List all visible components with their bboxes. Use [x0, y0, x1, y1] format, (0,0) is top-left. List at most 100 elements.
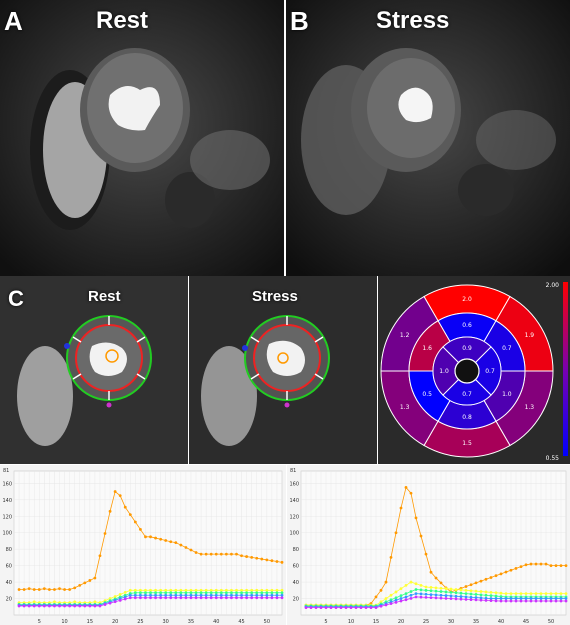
series-point — [22, 604, 26, 608]
series-point — [250, 588, 254, 592]
series-point — [214, 596, 218, 600]
series-point — [469, 595, 473, 599]
series-point — [184, 593, 188, 597]
series-point — [494, 599, 498, 603]
series-point — [270, 593, 274, 597]
series-point — [169, 588, 173, 592]
series-point — [73, 586, 77, 590]
series-point — [255, 591, 259, 595]
series-point — [204, 596, 208, 600]
series-point — [424, 592, 428, 596]
series-point — [139, 528, 142, 531]
series-point — [265, 558, 269, 562]
series-point — [189, 591, 193, 595]
series-point — [384, 603, 388, 607]
x-tick-label: 35 — [473, 619, 479, 625]
y-tick-label: 80 — [6, 547, 12, 553]
series-point — [429, 586, 433, 589]
series-point — [449, 590, 453, 594]
series-point — [133, 596, 137, 600]
series-point — [344, 606, 348, 609]
series-point — [133, 591, 137, 595]
series-point — [539, 599, 543, 603]
bullseye-inner-segment-label: 1.0 — [439, 368, 449, 375]
series-point — [113, 490, 117, 493]
series-point — [514, 597, 518, 600]
series-point — [78, 604, 82, 608]
series-point — [260, 591, 264, 595]
series-point — [404, 583, 408, 587]
series-point — [144, 596, 147, 600]
series-point — [209, 593, 213, 597]
panel-a-letter: A — [4, 6, 23, 36]
series-point — [230, 596, 233, 600]
series-point — [304, 606, 308, 609]
series-point — [179, 588, 183, 592]
series-point — [429, 570, 433, 574]
series-point — [154, 591, 157, 595]
series-point — [47, 588, 51, 591]
series-point — [214, 591, 218, 595]
series-point — [419, 595, 423, 599]
series-point — [434, 589, 438, 593]
y-tick-label: 20 — [293, 597, 299, 603]
series-point — [174, 596, 178, 600]
series-point — [235, 588, 238, 592]
series-point — [265, 596, 269, 600]
series-point — [459, 588, 463, 592]
series-point — [364, 606, 368, 609]
bullseye-panel: 2.0 1.9 1.3 1.5 1.3 1.2 0.6 0.7 1.0 0.8 0.5 1.6 0.9 0… — [378, 276, 570, 464]
series-point — [265, 588, 269, 592]
series-point — [179, 593, 183, 597]
series-point — [270, 591, 274, 595]
colorbar-min: 0.55 — [546, 455, 560, 462]
series-point — [250, 591, 254, 595]
series-point — [529, 562, 533, 566]
series-point — [209, 552, 213, 556]
series-point — [489, 590, 493, 594]
series-point — [329, 606, 333, 609]
series-point — [409, 580, 413, 584]
series-point — [514, 567, 518, 570]
bullseye-outer-segment-label: 1.9 — [525, 332, 535, 339]
series-point — [429, 593, 433, 596]
series-point — [123, 505, 127, 509]
series-point — [199, 591, 203, 595]
bullseye-middle-segment-label: 0.7 — [502, 345, 512, 352]
bullseye-outer-segment-label: 1.5 — [462, 440, 472, 447]
series-point — [404, 595, 408, 599]
series-point — [409, 590, 413, 593]
series-point — [464, 592, 468, 596]
blood-pool-roi — [277, 352, 289, 364]
series-point — [53, 604, 56, 608]
series-point — [154, 596, 157, 600]
series-point — [439, 596, 443, 600]
series-point — [149, 591, 152, 595]
series-point — [280, 588, 284, 592]
rest-curve-panel: 160 140 120 100 80 60 40 20 5 10 15 20 25 30 35 40 45 50 8… — [0, 465, 286, 625]
series-point — [37, 604, 41, 608]
series-point — [554, 564, 558, 568]
bullseye-inner-segment-label: 0.7 — [485, 368, 495, 375]
series-point — [454, 597, 458, 601]
panel-a-rest-image: A Rest — [0, 0, 284, 276]
series-point — [159, 537, 163, 541]
series-point — [235, 596, 238, 600]
series-point — [164, 539, 168, 542]
series-point — [189, 588, 193, 592]
series-point — [359, 606, 363, 609]
series-point — [514, 592, 518, 596]
series-point — [494, 591, 498, 595]
series-point — [235, 591, 238, 595]
series-point — [265, 591, 269, 595]
series-point — [539, 562, 543, 566]
series-point — [529, 592, 533, 596]
y-tick-label: 100 — [289, 531, 299, 537]
bullseye-inner-segment-label: 0.9 — [462, 345, 472, 352]
series-point — [534, 592, 538, 596]
series-point — [224, 593, 228, 597]
series-point — [133, 588, 137, 592]
series-point — [354, 606, 358, 609]
series-point — [154, 593, 157, 597]
series-point — [179, 596, 183, 600]
